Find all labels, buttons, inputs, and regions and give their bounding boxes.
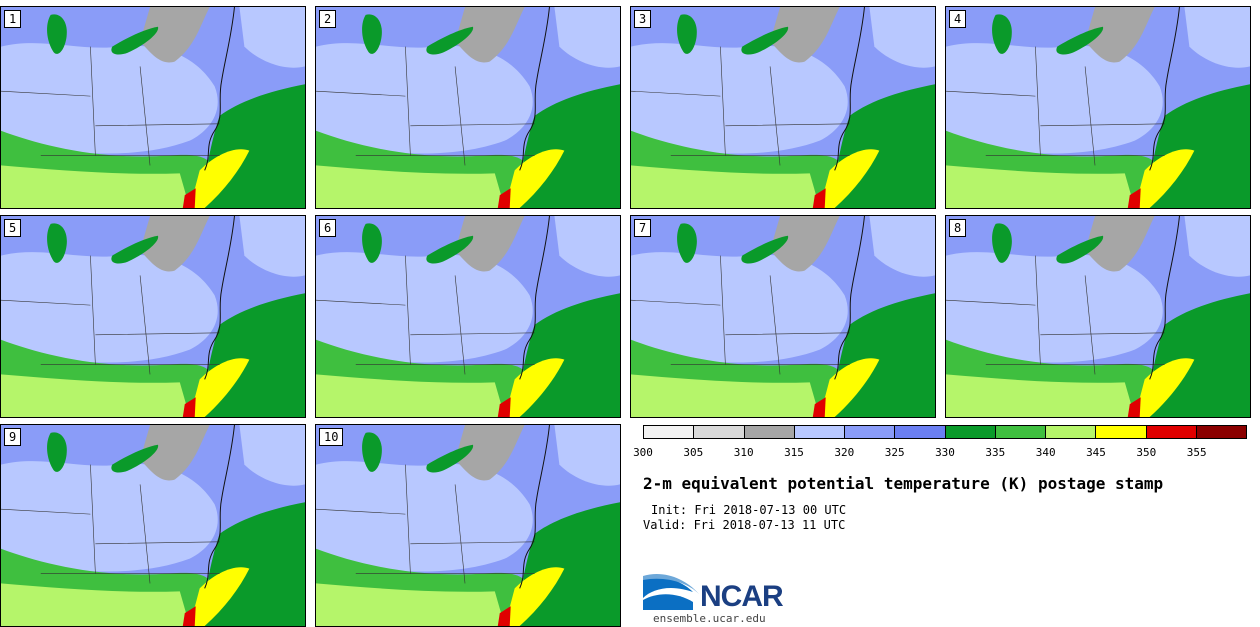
map-field-9: [1, 425, 305, 626]
colorbar-swatch: [995, 426, 1046, 438]
map-field-6: [316, 216, 620, 417]
ensemble-member-panel-8: 8: [945, 215, 1251, 418]
colorbar-tick-label: 330: [935, 446, 955, 459]
ensemble-member-panel-5: 5: [0, 215, 306, 418]
ensemble-member-panel-6: 6: [315, 215, 621, 418]
colorbar-tick-label: 300: [633, 446, 653, 459]
valid-time: Valid: Fri 2018-07-13 11 UTC: [643, 518, 846, 532]
ensemble-member-panel-3: 3: [630, 6, 936, 209]
member-label-9: 9: [4, 428, 22, 446]
colorbar-swatch: [1146, 426, 1197, 438]
colorbar-tick-label: 350: [1136, 446, 1157, 459]
member-label-6: 6: [319, 219, 337, 237]
colorbar: [643, 425, 1247, 439]
map-field-1: [1, 7, 305, 208]
colorbar-swatch: [1046, 426, 1097, 438]
member-label-1: 1: [4, 10, 22, 28]
ensemble-member-panel-1: 1: [0, 6, 306, 209]
colorbar-tick-label: 325: [884, 446, 905, 459]
colorbar-tick-label: 320: [834, 446, 855, 459]
ncar-logo-text: NCAR: [700, 580, 784, 613]
member-label-8: 8: [949, 219, 967, 237]
map-field-7: [631, 216, 935, 417]
ncar-swoosh-icon: [643, 574, 699, 610]
plot-title: 2-m equivalent potential temperature (K)…: [643, 474, 1164, 493]
map-field-8: [946, 216, 1250, 417]
member-label-5: 5: [4, 219, 22, 237]
member-label-2: 2: [319, 10, 337, 28]
colorbar-swatch: [1096, 426, 1147, 438]
colorbar-swatch: [644, 426, 695, 438]
member-label-3: 3: [634, 10, 652, 28]
colorbar-swatch: [945, 426, 996, 438]
colorbar-tick-label: 305: [683, 446, 704, 459]
colorbar-swatch: [694, 426, 745, 438]
init-time: Init: Fri 2018-07-13 00 UTC: [651, 503, 847, 517]
member-label-4: 4: [949, 10, 967, 28]
ensemble-member-panel-10: 10: [315, 424, 621, 627]
map-field-4: [946, 7, 1250, 208]
member-label-7: 7: [634, 219, 652, 237]
colorbar-tick-label: 315: [784, 446, 804, 459]
ensemble-url[interactable]: ensemble.ucar.edu: [653, 612, 766, 625]
ensemble-member-panel-4: 4: [945, 6, 1251, 209]
colorbar-tick-label: 340: [1035, 446, 1056, 459]
colorbar-swatch: [744, 426, 795, 438]
map-field-5: [1, 216, 305, 417]
colorbar-tick-label: 310: [733, 446, 754, 459]
colorbar-swatch: [1196, 426, 1246, 438]
colorbar-tick-label: 335: [985, 446, 1006, 459]
map-field-2: [316, 7, 620, 208]
colorbar-tick-label: 355: [1186, 446, 1207, 459]
ensemble-member-panel-9: 9: [0, 424, 306, 627]
member-label-10: 10: [319, 428, 344, 446]
ncar-logo-mark: [643, 570, 793, 614]
map-field-10: [316, 425, 620, 626]
colorbar-swatch: [895, 426, 946, 438]
colorbar-swatch: [794, 426, 845, 438]
map-field-3: [631, 7, 935, 208]
ensemble-member-panel-2: 2: [315, 6, 621, 209]
colorbar-swatch: [845, 426, 896, 438]
colorbar-tick-label: 345: [1086, 446, 1106, 459]
ensemble-member-panel-7: 7: [630, 215, 936, 418]
